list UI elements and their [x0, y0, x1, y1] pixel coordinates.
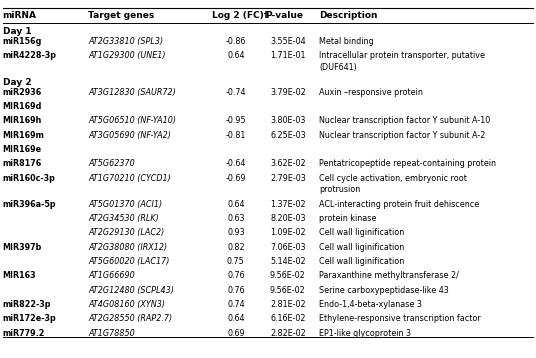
Text: miR4228-3p: miR4228-3p: [3, 52, 57, 61]
Text: AT5G62370: AT5G62370: [88, 159, 135, 168]
Text: 6.25E-03: 6.25E-03: [270, 131, 306, 140]
Text: AT5G60020 (LAC17): AT5G60020 (LAC17): [88, 257, 170, 266]
Text: -0.64: -0.64: [226, 159, 246, 168]
Text: MIR169d: MIR169d: [3, 102, 42, 111]
Text: miRNA: miRNA: [3, 11, 36, 20]
Text: AT2G33810 (SPL3): AT2G33810 (SPL3): [88, 37, 163, 46]
Text: -0.86: -0.86: [226, 37, 246, 46]
Text: AT1G70210 (CYCD1): AT1G70210 (CYCD1): [88, 174, 171, 183]
Text: 2.81E-02: 2.81E-02: [270, 300, 306, 309]
Text: 5.14E-02: 5.14E-02: [270, 257, 306, 266]
Text: EP1-like glycoprotein 3: EP1-like glycoprotein 3: [319, 329, 411, 338]
Text: AT2G34530 (RLK): AT2G34530 (RLK): [88, 214, 159, 223]
Text: 1.37E-02: 1.37E-02: [270, 200, 306, 209]
Text: 3.79E-02: 3.79E-02: [270, 88, 306, 97]
Text: 0.69: 0.69: [227, 329, 244, 338]
Text: -0.74: -0.74: [226, 88, 246, 97]
Text: Pentatricopeptide repeat-containing protein: Pentatricopeptide repeat-containing prot…: [319, 159, 496, 168]
Text: Auxin –responsive protein: Auxin –responsive protein: [319, 88, 423, 97]
Text: Log 2 (FC)†: Log 2 (FC)†: [212, 11, 268, 20]
Text: 2.79E-03: 2.79E-03: [270, 174, 306, 183]
Text: miR8176: miR8176: [3, 159, 42, 168]
Text: AT4G08160 (XYN3): AT4G08160 (XYN3): [88, 300, 166, 309]
Text: protrusion: protrusion: [319, 185, 360, 194]
Text: Target genes: Target genes: [88, 11, 155, 20]
Text: Intracellular protein transporter, putative: Intracellular protein transporter, putat…: [319, 52, 485, 61]
Text: miR2936: miR2936: [3, 88, 42, 97]
Text: 9.56E-02: 9.56E-02: [270, 271, 306, 280]
Text: -0.81: -0.81: [226, 131, 246, 140]
Text: 3.80E-03: 3.80E-03: [270, 116, 306, 125]
Text: Day 1: Day 1: [3, 27, 31, 36]
Text: ACL-interacting protein fruit dehiscence: ACL-interacting protein fruit dehiscence: [319, 200, 479, 209]
Text: miR779.2: miR779.2: [3, 329, 45, 338]
Text: AT1G78850: AT1G78850: [88, 329, 135, 338]
Text: 0.74: 0.74: [227, 300, 244, 309]
Text: MIR169e: MIR169e: [3, 145, 42, 154]
Text: 0.82: 0.82: [227, 243, 244, 252]
Text: miR172e-3p: miR172e-3p: [3, 314, 56, 323]
Text: 0.63: 0.63: [227, 214, 244, 223]
Text: AT1G66690: AT1G66690: [88, 271, 135, 280]
Text: MIR397b: MIR397b: [3, 243, 42, 252]
Text: miR156g: miR156g: [3, 37, 42, 46]
Text: 9.56E-02: 9.56E-02: [270, 286, 306, 295]
Text: 2.82E-02: 2.82E-02: [270, 329, 306, 338]
Text: Nuclear transcription factor Y subunit A-2: Nuclear transcription factor Y subunit A…: [319, 131, 485, 140]
Text: Description: Description: [319, 11, 377, 20]
Text: miR396a-5p: miR396a-5p: [3, 200, 56, 209]
Text: Serine carboxypeptidase-like 43: Serine carboxypeptidase-like 43: [319, 286, 449, 295]
Text: 7.06E-03: 7.06E-03: [270, 243, 306, 252]
Text: 0.64: 0.64: [227, 200, 244, 209]
Text: 0.64: 0.64: [227, 314, 244, 323]
Text: protein kinase: protein kinase: [319, 214, 376, 223]
Text: -0.95: -0.95: [226, 116, 246, 125]
Text: 0.76: 0.76: [227, 286, 244, 295]
Text: P-value: P-value: [265, 11, 303, 20]
Text: AT2G28550 (RAP2.7): AT2G28550 (RAP2.7): [88, 314, 173, 323]
Text: AT3G05690 (NF-YA2): AT3G05690 (NF-YA2): [88, 131, 172, 140]
Text: Day 2: Day 2: [3, 78, 31, 87]
Text: (DUF641): (DUF641): [319, 63, 356, 72]
Text: -0.69: -0.69: [226, 174, 246, 183]
Text: Endo-1,4-beta-xylanase 3: Endo-1,4-beta-xylanase 3: [319, 300, 422, 309]
Text: Cell wall liginification: Cell wall liginification: [319, 228, 404, 237]
Text: MIR163: MIR163: [3, 271, 36, 280]
Text: AT2G12480 (SCPL43): AT2G12480 (SCPL43): [88, 286, 174, 295]
Text: 1.71E-01: 1.71E-01: [270, 52, 306, 61]
Text: Cell wall liginification: Cell wall liginification: [319, 243, 404, 252]
Text: 3.55E-04: 3.55E-04: [270, 37, 306, 46]
Text: Paraxanthine methyltransferase 2/: Paraxanthine methyltransferase 2/: [319, 271, 459, 280]
Text: 0.75: 0.75: [227, 257, 245, 266]
Text: MIR169m: MIR169m: [3, 131, 44, 140]
Text: 1.09E-02: 1.09E-02: [270, 228, 306, 237]
Text: AT1G29300 (UNE1): AT1G29300 (UNE1): [88, 52, 166, 61]
Text: Ethylene-responsive transcription factor: Ethylene-responsive transcription factor: [319, 314, 481, 323]
Text: AT2G29130 (LAC2): AT2G29130 (LAC2): [88, 228, 165, 237]
Text: miR822-3p: miR822-3p: [3, 300, 51, 309]
Text: Nuclear transcription factor Y subunit A-10: Nuclear transcription factor Y subunit A…: [319, 116, 490, 125]
Text: AT3G12830 (SAUR72): AT3G12830 (SAUR72): [88, 88, 176, 97]
Text: miR160c-3p: miR160c-3p: [3, 174, 56, 183]
Text: Cell cycle activation, embryonic root: Cell cycle activation, embryonic root: [319, 174, 467, 183]
Text: 6.16E-02: 6.16E-02: [270, 314, 306, 323]
Text: AT5G01370 (ACI1): AT5G01370 (ACI1): [88, 200, 162, 209]
Text: 8.20E-03: 8.20E-03: [270, 214, 306, 223]
Text: AT5G06510 (NF-YA10): AT5G06510 (NF-YA10): [88, 116, 176, 125]
Text: Cell wall liginification: Cell wall liginification: [319, 257, 404, 266]
Text: AT2G38080 (IRX12): AT2G38080 (IRX12): [88, 243, 168, 252]
Text: 0.76: 0.76: [227, 271, 244, 280]
Text: MIR169h: MIR169h: [3, 116, 42, 125]
Text: 0.64: 0.64: [227, 52, 244, 61]
Text: 3.62E-02: 3.62E-02: [270, 159, 306, 168]
Text: 0.93: 0.93: [227, 228, 244, 237]
Text: Metal binding: Metal binding: [319, 37, 374, 46]
